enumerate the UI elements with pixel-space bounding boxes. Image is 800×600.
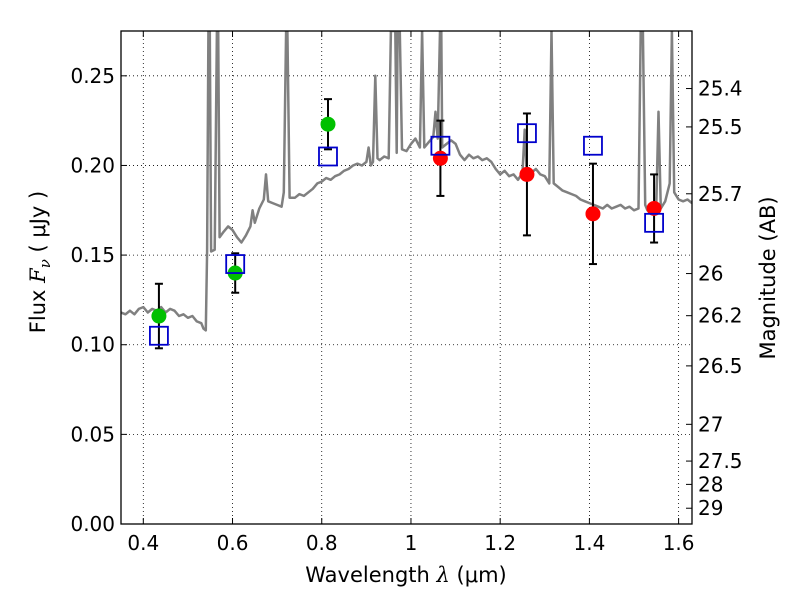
photometry-circle-marker xyxy=(432,150,448,166)
photometry-circle-marker xyxy=(151,308,167,324)
x-tick-label: 0.8 xyxy=(306,531,338,555)
y2-tick-label: 26 xyxy=(698,262,723,286)
photometry-square-marker xyxy=(225,254,246,274)
axis-ticks: 0.4 0.6 0.8 1 1.2 1.4 1.6 0.00 0.05 0.10 0.15 0.20 0… xyxy=(70,31,743,555)
y-tick-label: 0.25 xyxy=(70,64,115,88)
photometry-circle-marker xyxy=(320,116,336,132)
y-axis-label-symbol: F xyxy=(26,267,50,284)
y-tick-label: 0.15 xyxy=(70,243,115,267)
y2-tick-label: 26.5 xyxy=(698,354,743,378)
x-axis-label-unit: (μm) xyxy=(457,563,507,587)
photometry-circle-marker xyxy=(646,200,662,216)
y2-tick-label: 26.2 xyxy=(698,304,743,328)
x-tick-label: 1 xyxy=(405,531,418,555)
x-tick-label: 0.4 xyxy=(127,531,159,555)
photometry-square-marker xyxy=(430,135,451,156)
y-tick-label: 0.00 xyxy=(70,512,115,536)
model-spectrum-line xyxy=(121,31,692,332)
data-markers xyxy=(149,98,664,350)
y-tick-label: 0.05 xyxy=(70,422,115,446)
y2-tick-label: 27.5 xyxy=(698,449,743,473)
y2-tick-label: 29 xyxy=(698,496,723,520)
y-axis-label-text: Flux xyxy=(26,290,50,334)
x-tick-label: 1.2 xyxy=(484,531,516,555)
photometry-square-marker xyxy=(583,135,603,156)
y-axis-label: Flux Fν ( μJy ) xyxy=(26,191,54,333)
photometry-square-marker xyxy=(644,212,664,233)
y2-tick-label: 25.5 xyxy=(698,115,743,139)
y2-tick-label: 28 xyxy=(698,472,723,496)
plot-frame xyxy=(120,30,693,525)
model-spectrum xyxy=(121,31,692,332)
x-tick-label: 0.6 xyxy=(217,531,249,555)
photometry-circle-marker xyxy=(585,206,601,222)
y2-tick-label: 25.7 xyxy=(698,182,743,206)
x-axis-label: Wavelength λ (μm) xyxy=(305,563,506,587)
y2-axis-label: Magnitude (AB) xyxy=(756,196,780,359)
photometry-square-marker xyxy=(517,123,537,144)
y-axis-label-subscript: ν xyxy=(36,259,54,268)
x-axis-label-symbol: λ xyxy=(436,563,450,587)
y2-tick-label: 27 xyxy=(698,412,723,436)
x-tick-label: 1.4 xyxy=(573,531,605,555)
y-tick-label: 0.10 xyxy=(70,333,115,357)
y2-tick-label: 25.4 xyxy=(698,77,743,101)
photometry-circle-marker xyxy=(519,166,535,182)
x-axis-label-text: Wavelength xyxy=(305,563,430,587)
y-axis-label-unit: ( μJy ) xyxy=(26,191,50,253)
photometry-square-marker xyxy=(149,325,169,346)
y-tick-label: 0.20 xyxy=(70,153,115,177)
x-tick-label: 1.6 xyxy=(663,531,695,555)
photometry-square-marker xyxy=(318,146,338,167)
